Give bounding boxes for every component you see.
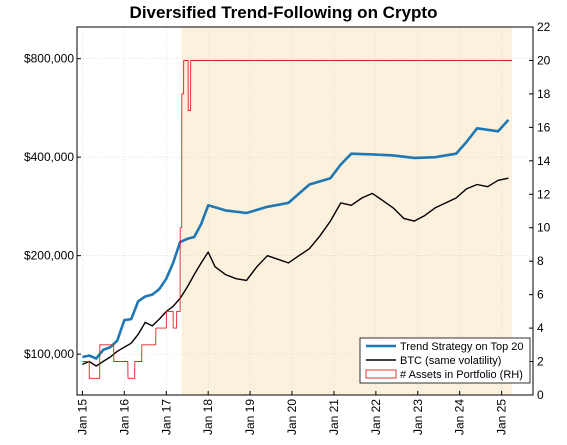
x-tick-label-9: Jan 24 [453,399,467,435]
chart-title: Diversified Trend-Following on Crypto [129,3,438,22]
legend-label-2: BTC (same volatility) [400,355,501,367]
legend-label-3: # Assets in Portfolio (RH) [400,369,523,381]
series-line-3 [82,60,512,379]
y2-tick-label-7: 14 [537,154,551,168]
x-tick-label-10: Jan 25 [495,399,509,435]
y2-tick-label-10: 20 [537,53,551,67]
y2-tick-label-4: 8 [537,254,544,268]
x-tick-label-0: Jan 15 [75,399,89,435]
x-tick-label-4: Jan 19 [243,399,257,435]
y2-tick-label-11: 22 [537,20,551,34]
plot-frame [76,26,534,396]
series-line-2 [82,177,509,367]
y2-tick-label-0: 0 [537,388,544,402]
y2-tick-label-8: 16 [537,120,551,134]
legend-swatch-3 [365,369,397,379]
series-line-1 [82,119,510,360]
y2-tick-label-3: 6 [537,288,544,302]
y2-tick-label-6: 12 [537,187,551,201]
x-tick-label-2: Jan 17 [159,399,173,435]
y2-tick-label-9: 18 [537,87,551,101]
y-tick-label-2: $400,000 [24,150,74,164]
x-tick-label-7: Jan 22 [369,399,383,435]
y2-tick-label-5: 10 [537,221,551,235]
x-tick-label-6: Jan 21 [327,399,341,435]
y2-tick-label-1: 2 [537,355,544,369]
y2-tick-label-2: 4 [537,321,544,335]
x-tick-label-3: Jan 18 [201,399,215,435]
x-tick-label-8: Jan 23 [411,399,425,435]
y-tick-label-0: $100,000 [24,347,74,361]
legend-label-1: Trend Strategy on Top 20 [400,341,524,353]
x-tick-label-5: Jan 20 [285,399,299,435]
y-tick-label-1: $200,000 [24,249,74,263]
x-tick-label-1: Jan 16 [117,399,131,435]
y-tick-label-3: $800,000 [24,52,74,66]
